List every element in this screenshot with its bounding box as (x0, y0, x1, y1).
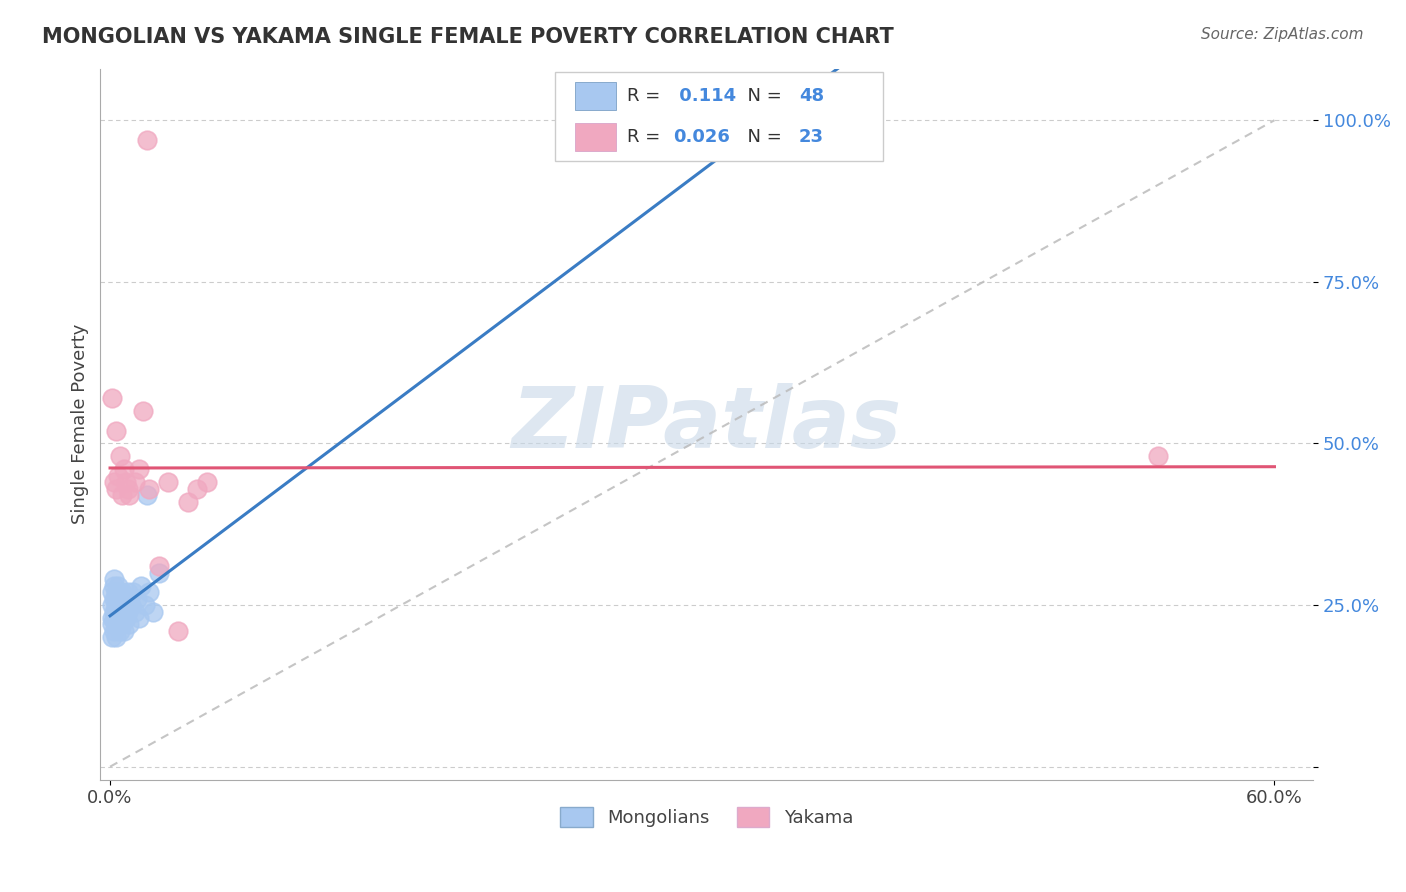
Point (104, 605, 127, 619)
Point (103, 572, 125, 586)
Point (101, 611, 124, 625)
Point (103, 605, 125, 619)
Point (104, 591, 127, 606)
Point (101, 585, 124, 599)
Point (118, 617, 141, 632)
Point (148, 559, 170, 574)
Point (167, 624, 190, 638)
Point (108, 450, 131, 464)
Text: N =: N = (735, 87, 787, 105)
Text: 0.114: 0.114 (673, 87, 735, 105)
Point (136, 133, 159, 147)
FancyBboxPatch shape (555, 72, 883, 161)
Point (111, 585, 134, 599)
Point (176, 494, 198, 508)
Point (112, 624, 135, 638)
Point (157, 475, 180, 490)
Point (104, 482, 127, 496)
Point (122, 585, 145, 599)
Point (136, 488, 159, 502)
Point (103, 624, 125, 638)
Text: Source: ZipAtlas.com: Source: ZipAtlas.com (1201, 27, 1364, 42)
Point (118, 591, 141, 606)
Text: R =: R = (627, 128, 666, 146)
Point (104, 617, 127, 632)
Point (112, 611, 135, 625)
Point (107, 605, 129, 619)
Text: N =: N = (735, 128, 787, 146)
Point (112, 591, 135, 606)
Point (128, 611, 150, 625)
Point (186, 482, 208, 496)
Point (104, 598, 127, 612)
Point (124, 475, 146, 490)
Point (138, 482, 160, 496)
Point (108, 617, 131, 632)
Point (101, 391, 124, 405)
Point (108, 598, 131, 612)
Point (1147, 450, 1170, 464)
Point (120, 598, 142, 612)
Point (101, 631, 124, 645)
Point (195, 475, 218, 490)
Point (103, 579, 125, 593)
Point (103, 611, 125, 625)
Point (103, 475, 125, 490)
Text: 23: 23 (799, 128, 824, 146)
Point (104, 585, 127, 599)
Text: R =: R = (627, 87, 666, 105)
Point (101, 617, 124, 632)
Point (117, 605, 139, 619)
Point (107, 611, 129, 625)
Point (124, 605, 146, 619)
Point (114, 611, 136, 625)
Point (111, 605, 134, 619)
Point (118, 488, 141, 502)
Point (107, 468, 129, 483)
Point (101, 598, 124, 612)
Point (117, 482, 139, 496)
Point (104, 631, 127, 645)
Point (142, 605, 165, 619)
Point (114, 598, 136, 612)
Y-axis label: Single Female Poverty: Single Female Poverty (72, 324, 89, 524)
Point (103, 591, 125, 606)
Point (138, 585, 160, 599)
Text: ZIPatlas: ZIPatlas (512, 383, 901, 466)
Point (132, 404, 155, 418)
Point (107, 591, 129, 606)
Point (114, 475, 136, 490)
Point (117, 585, 139, 599)
Point (111, 488, 134, 502)
Legend: Mongolians, Yakama: Mongolians, Yakama (553, 799, 860, 835)
Text: 48: 48 (799, 87, 824, 105)
FancyBboxPatch shape (575, 123, 616, 151)
Point (108, 624, 131, 638)
Point (107, 579, 129, 593)
Point (134, 598, 156, 612)
Point (148, 566, 170, 580)
Point (111, 617, 134, 632)
Point (112, 462, 135, 476)
FancyBboxPatch shape (575, 82, 616, 111)
Text: MONGOLIAN VS YAKAMA SINGLE FEMALE POVERTY CORRELATION CHART: MONGOLIAN VS YAKAMA SINGLE FEMALE POVERT… (42, 27, 894, 46)
Text: 0.026: 0.026 (673, 128, 730, 146)
Point (128, 462, 150, 476)
Point (127, 591, 149, 606)
Point (129, 579, 152, 593)
Point (108, 585, 131, 599)
Point (104, 424, 127, 438)
